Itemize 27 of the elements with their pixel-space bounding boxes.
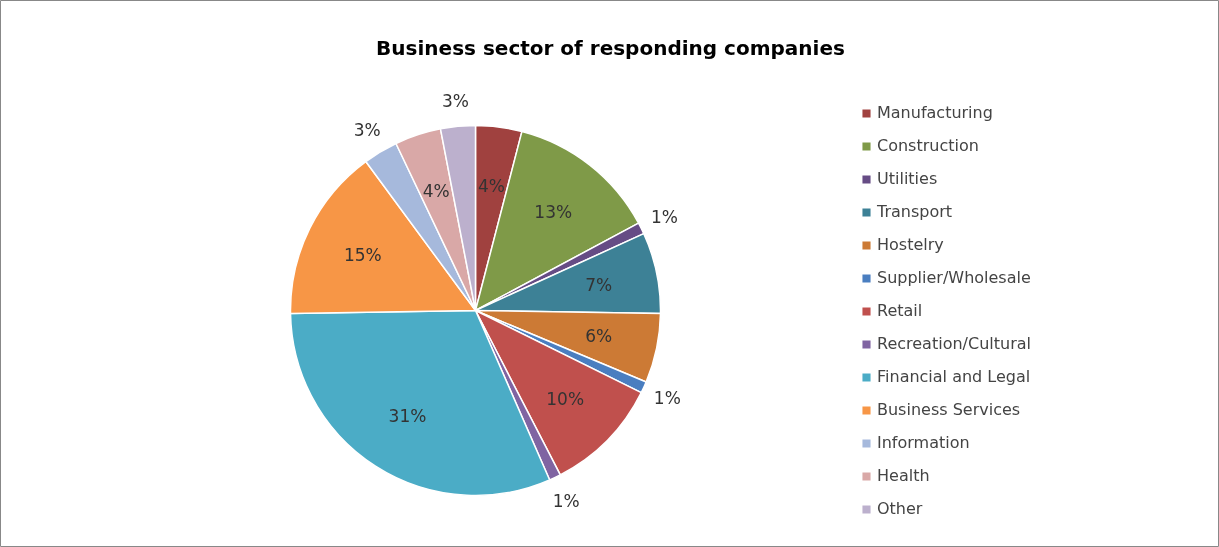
legend-label: Retail (877, 300, 923, 321)
legend-label: Construction (877, 135, 979, 156)
legend-label: Business Services (877, 399, 1021, 420)
data-label: 31% (388, 406, 427, 427)
legend-label: Information (877, 432, 970, 453)
data-label: 15% (343, 244, 382, 265)
data-label: 10% (546, 388, 585, 409)
data-label: 4% (477, 175, 505, 196)
legend-label: Recreation/Cultural (877, 333, 1031, 354)
data-label: 6% (585, 326, 613, 347)
data-label: 4% (422, 180, 450, 201)
data-label: 13% (534, 201, 573, 222)
legend-label: Transport (877, 201, 953, 222)
legend-label: Hostelry (877, 234, 944, 255)
legend-label: Utilities (877, 168, 938, 189)
data-label: 1% (552, 490, 580, 511)
data-label: 3% (441, 90, 469, 111)
data-label: 1% (653, 388, 681, 409)
legend-label: Financial and Legal (877, 366, 1031, 387)
data-label: 1% (650, 206, 678, 227)
legend-label: Health (877, 465, 930, 486)
chart-title: Business sector of responding companies (376, 35, 845, 60)
legend-label: Supplier/Wholesale (877, 267, 1031, 288)
legend-label: Other (877, 498, 923, 519)
data-label: 3% (353, 119, 381, 140)
legend-label: Manufacturing (877, 102, 993, 123)
data-label: 7% (585, 274, 613, 295)
